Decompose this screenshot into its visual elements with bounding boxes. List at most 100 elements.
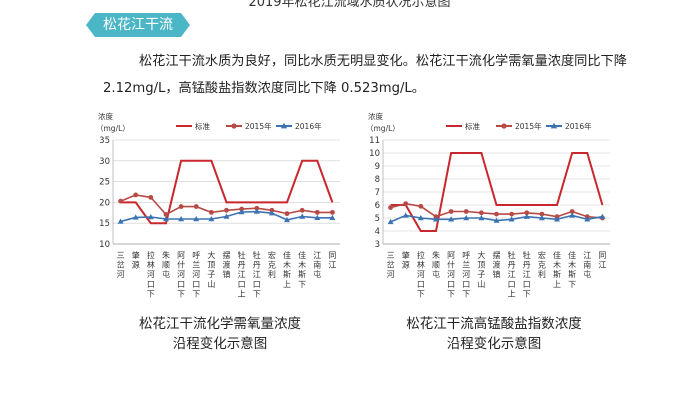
legend-marker-2016 <box>280 122 288 129</box>
point-2015 <box>330 209 335 215</box>
legend-label-2015: 2015年 <box>245 121 272 131</box>
point-2015 <box>178 204 184 209</box>
point-2015 <box>524 210 530 216</box>
point-2015 <box>418 203 424 209</box>
point-2016 <box>433 216 439 222</box>
point-2015 <box>314 209 320 215</box>
x-tick-label: 牡丹江口上 <box>238 250 246 298</box>
y-tick-label: 5 <box>375 214 380 224</box>
x-tick-label: 牡丹江口下 <box>253 250 261 298</box>
y-axis-label-line-2: （mg/L） <box>96 124 130 133</box>
y-tick-label: 10 <box>369 149 380 159</box>
x-tick-label: 拉林河口下 <box>417 250 425 298</box>
series-line-standard <box>120 159 334 225</box>
y-axis-label-line-1: 浓度 <box>368 111 383 121</box>
point-2015 <box>448 209 454 214</box>
x-tick-label: 拉林河口下 <box>147 250 155 298</box>
cod-caption-line-2: 沿程变化示意图 <box>172 336 268 352</box>
point-2016 <box>599 213 606 219</box>
point-2016 <box>163 216 169 222</box>
point-2016 <box>284 216 290 223</box>
point-2016 <box>178 216 185 222</box>
point-2015 <box>539 211 545 217</box>
point-2016 <box>223 213 230 219</box>
cod-chart: 浓度 （mg/L） 标准 2015年 2016年 10 15 20 25 30 35 三岔河肇源拉林河… <box>96 111 340 298</box>
point-2016 <box>448 216 455 222</box>
point-2015 <box>133 192 139 198</box>
permanganate-chart-caption: 松花江干流高锰酸盐指数浓度 沿程变化示意图 <box>376 314 612 354</box>
x-tick-label: 宏克利 <box>538 250 546 279</box>
point-2015 <box>284 211 290 217</box>
point-2015 <box>403 201 409 207</box>
y-tick-label: 15 <box>99 219 110 229</box>
point-2016 <box>387 218 394 225</box>
point-2015 <box>163 212 169 217</box>
y-tick-label: 30 <box>99 157 110 167</box>
point-2016 <box>238 209 245 215</box>
x-tick-label: 佳木斯下 <box>298 250 306 289</box>
summary-paragraph: 松花江干流水质为良好，同比水质无明显变化。松花江干流化学需氧量浓度同比下降 2.… <box>103 48 633 102</box>
x-tick-label: 牡丹江口下 <box>523 250 531 298</box>
legend-label-2016: 2016年 <box>295 121 322 131</box>
y-tick-label: 3 <box>375 240 380 250</box>
x-tick-label: 摆渡镇 <box>223 250 231 279</box>
y-tick-label: 20 <box>99 198 110 208</box>
point-2016 <box>417 215 424 221</box>
y-tick-label: 10 <box>99 240 110 250</box>
page-title-cut: 2019年松花江流域水质状况示意图 <box>248 0 451 10</box>
summary-line-1: 松花江干流水质为良好，同比水质无明显变化。松花江干流化学需氧量浓度同比下降 <box>139 54 627 69</box>
point-2016 <box>314 214 321 220</box>
point-2016 <box>584 216 591 222</box>
legend-marker-2016 <box>550 122 558 129</box>
x-tick-label: 牡丹江口上 <box>508 250 516 298</box>
point-2015 <box>388 205 393 210</box>
point-2015 <box>239 206 245 212</box>
point-2016 <box>463 215 470 221</box>
y-tick-label: 6 <box>375 201 380 211</box>
y-axis-label-line-1: 浓度 <box>98 111 113 121</box>
point-2016 <box>554 216 560 222</box>
y-tick-label: 8 <box>375 175 380 185</box>
y-tick-label: 9 <box>375 162 380 172</box>
legend-label-2015: 2015年 <box>515 121 542 131</box>
point-2016 <box>268 210 275 216</box>
point-2015 <box>224 207 229 213</box>
cod-caption-line-1: 松花江干流化学需氧量浓度 <box>139 316 301 332</box>
point-2015 <box>478 210 484 216</box>
section-tag: 松花江干流 <box>86 13 190 37</box>
x-tick-label: 阿什河口下 <box>177 251 185 298</box>
x-tick-label: 同江 <box>598 251 606 270</box>
point-2016 <box>208 216 215 222</box>
x-tick-label: 佳木斯上 <box>283 250 291 289</box>
x-tick-label: 三岔河 <box>117 251 125 279</box>
x-tick-label: 朱顺屯 <box>162 250 170 279</box>
point-2015 <box>569 209 575 214</box>
x-tick-label: 佳木斯下 <box>568 250 576 289</box>
point-2016 <box>253 208 260 214</box>
y-tick-label: 11 <box>369 136 380 146</box>
point-2016 <box>569 212 576 218</box>
point-2016 <box>402 212 409 218</box>
point-2016 <box>329 214 336 220</box>
point-2016 <box>538 215 545 221</box>
x-tick-label: 阿什河口下 <box>447 251 455 298</box>
point-2015 <box>509 211 515 217</box>
x-tick-label: 朱顺屯 <box>432 250 440 279</box>
point-2015 <box>494 211 499 217</box>
point-2015 <box>254 205 260 211</box>
point-2016 <box>147 214 154 220</box>
point-2015 <box>299 207 305 213</box>
point-2016 <box>508 216 515 222</box>
legend-marker-2015 <box>501 123 507 129</box>
point-2015 <box>208 209 214 215</box>
legend-label-2016: 2016年 <box>565 121 592 131</box>
point-2015 <box>463 209 469 214</box>
permanganate-chart: 浓度 （mg/L） 标准 2015年 2016年 3 4 5 6 7 8 9 10 11 三岔河肇源拉林河口… <box>366 111 610 298</box>
point-2015 <box>118 198 123 204</box>
x-tick-label: 宏克利 <box>268 250 276 279</box>
point-2016 <box>117 218 124 224</box>
x-tick-label: 大顶子山 <box>477 250 485 289</box>
x-tick-label: 江南屯 <box>583 251 591 279</box>
y-tick-label: 35 <box>99 136 110 146</box>
point-2016 <box>478 215 485 221</box>
